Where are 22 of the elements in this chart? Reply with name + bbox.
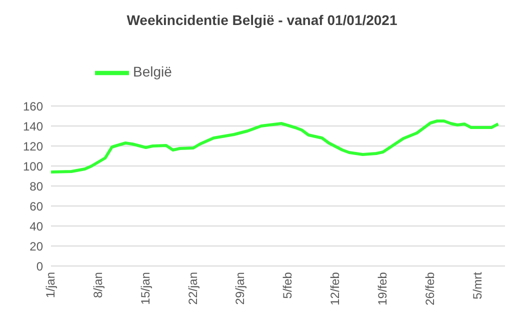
y-tick-label: 100 <box>22 159 44 174</box>
x-tick-label: 15/jan <box>138 272 152 305</box>
x-tick-label: 22/jan <box>186 272 200 305</box>
x-tick-label: 12/feb <box>328 272 342 306</box>
x-tick-label: 29/jan <box>233 272 248 305</box>
x-tick-label: 5/mrt <box>470 271 484 300</box>
x-tick-label: 26/feb <box>422 272 437 306</box>
y-tick-label: 20 <box>30 239 44 254</box>
y-tick-label: 120 <box>22 139 44 154</box>
x-tick-label: 5/feb <box>280 272 295 299</box>
y-tick-label: 0 <box>36 259 44 274</box>
x-tick-label: 1/jan <box>44 272 58 298</box>
x-tick-label: 19/feb <box>376 272 390 306</box>
x-tick-label: 8/jan <box>90 272 105 298</box>
y-tick-label: 60 <box>30 199 44 214</box>
line-series <box>51 120 500 174</box>
y-tick-label: 140 <box>22 119 44 134</box>
y-tick-label: 80 <box>30 179 44 194</box>
y-tick-label: 160 <box>22 99 44 114</box>
legend-label: België <box>133 64 172 80</box>
chart-title: Weekincidentie België - vanaf 01/01/2021 <box>126 12 398 28</box>
y-tick-label: 40 <box>30 219 44 234</box>
